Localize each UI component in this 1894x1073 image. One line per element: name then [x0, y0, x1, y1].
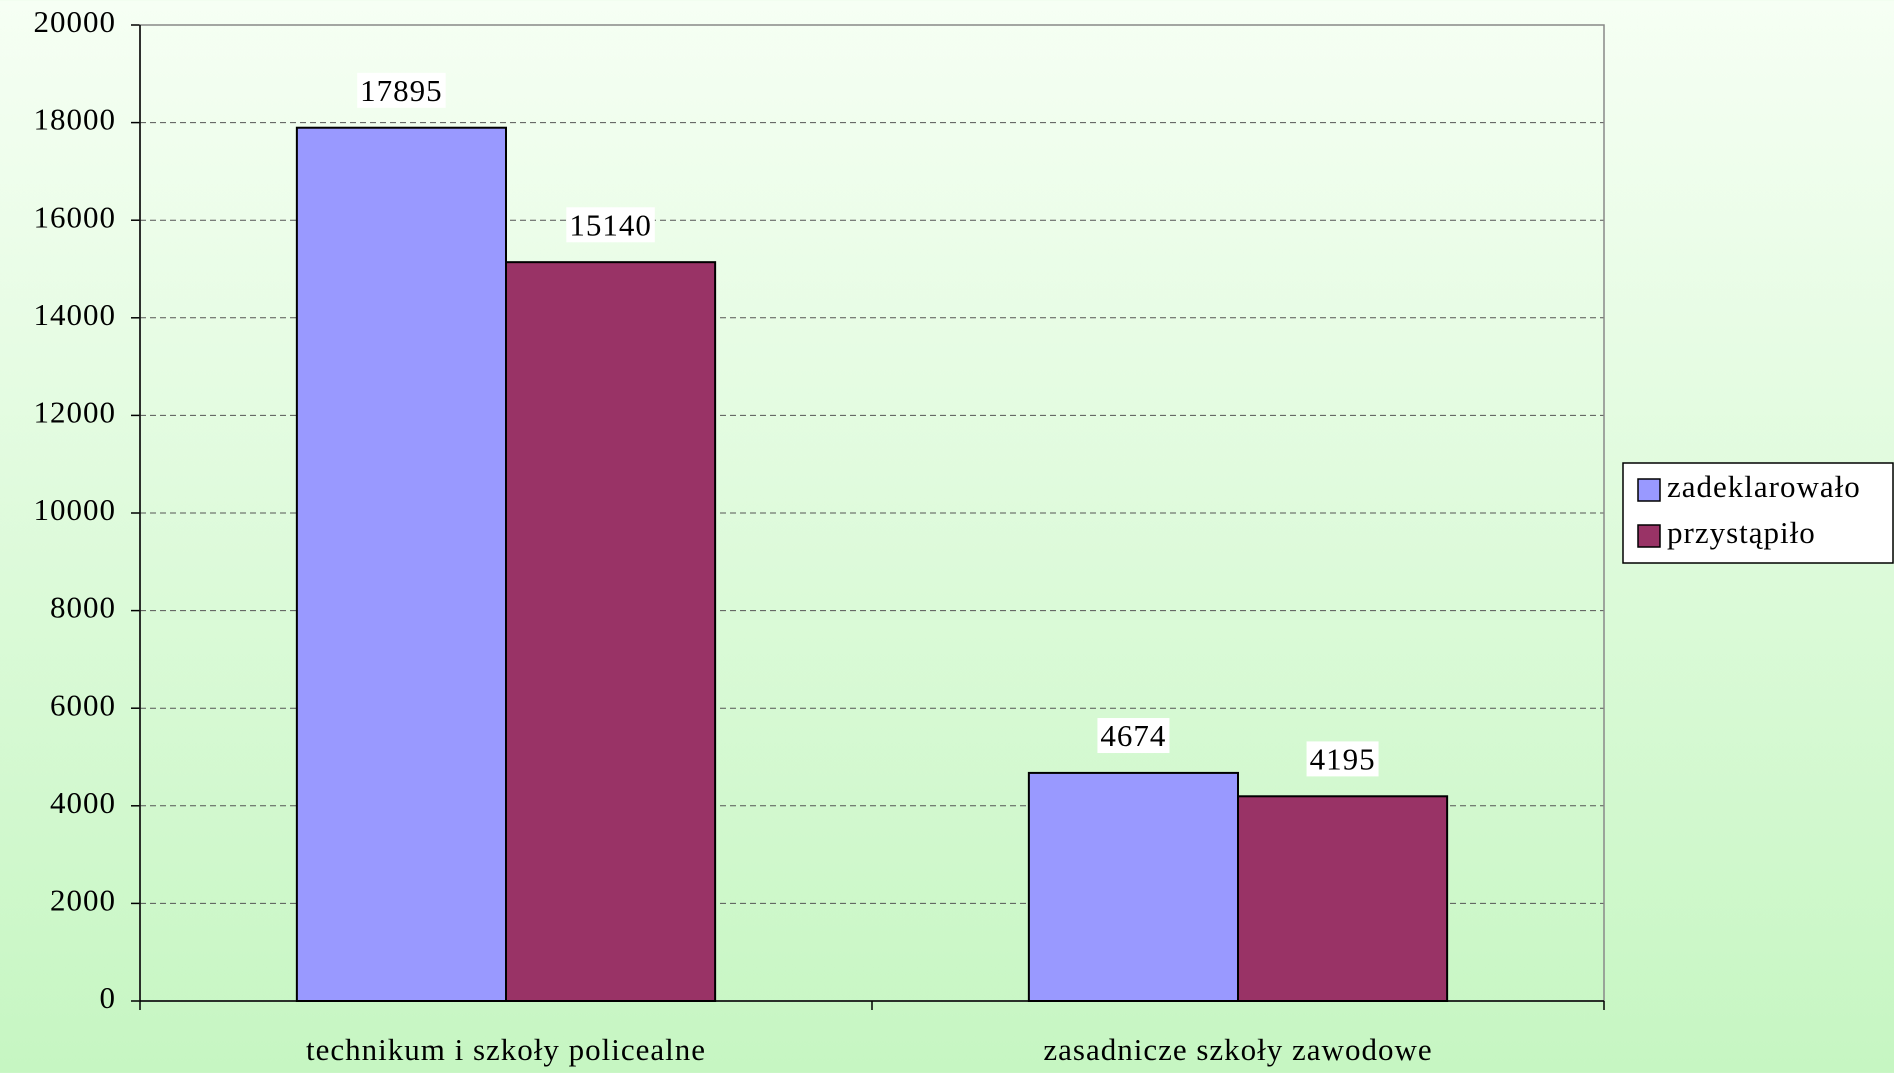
- value-label: 4674: [1100, 718, 1166, 753]
- y-tick-label: 6000: [50, 687, 116, 722]
- bar: [1237, 795, 1449, 1002]
- value-label-bg: [357, 72, 446, 108]
- y-tick-label: 16000: [34, 199, 117, 234]
- x-tick-label: zasadnicze szkoły zawodowe: [1043, 1032, 1432, 1067]
- value-label: 17895: [360, 73, 443, 108]
- value-label-bg: [1097, 718, 1170, 754]
- y-tick-label: 4000: [50, 785, 116, 820]
- legend-box: [1622, 462, 1894, 564]
- y-tick-label: 14000: [34, 297, 117, 332]
- value-label: 4195: [1310, 741, 1376, 776]
- value-label-bg: [566, 207, 655, 243]
- y-tick-label: 10000: [34, 492, 117, 527]
- x-tick-label: technikum i szkoły policealne: [306, 1032, 706, 1067]
- y-tick-label: 20000: [34, 4, 117, 39]
- value-label-bg: [1306, 741, 1379, 777]
- legend-label: przystąpiło: [1667, 515, 1816, 550]
- y-tick-label: 8000: [50, 590, 116, 625]
- bar: [295, 126, 508, 1002]
- value-label: 15140: [569, 207, 652, 242]
- legend-label: zadeklarowało: [1667, 469, 1861, 504]
- legend-swatch: [1637, 478, 1661, 502]
- y-tick-label: 0: [100, 980, 117, 1015]
- y-tick-label: 2000: [50, 883, 116, 918]
- y-tick-label: 18000: [34, 102, 117, 137]
- bar: [1027, 771, 1239, 1003]
- legend-swatch: [1637, 524, 1661, 548]
- bar: [505, 261, 717, 1002]
- y-tick-label: 12000: [34, 395, 117, 430]
